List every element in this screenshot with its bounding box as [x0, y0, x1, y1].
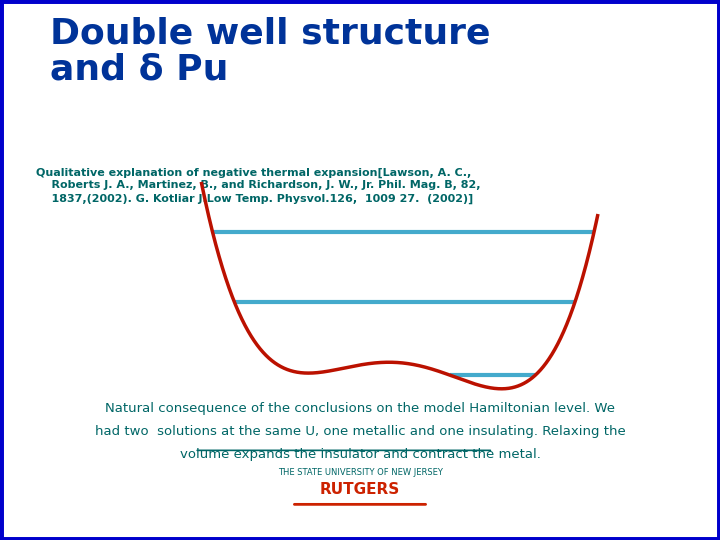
Text: Qualitative explanation of negative thermal expansion[Lawson, A. C.,
    Roberts: Qualitative explanation of negative ther… — [36, 167, 480, 204]
Text: Natural consequence of the conclusions on the model Hamiltonian level. We: Natural consequence of the conclusions o… — [105, 402, 615, 415]
Text: THE STATE UNIVERSITY OF NEW JERSEY: THE STATE UNIVERSITY OF NEW JERSEY — [278, 468, 442, 477]
Text: Double well structure
and δ Pu: Double well structure and δ Pu — [50, 16, 491, 87]
Text: had two  solutions at the same U, one metallic and one insulating. Relaxing the: had two solutions at the same U, one met… — [94, 425, 626, 438]
Text: volume expands the insulator and contract the metal.: volume expands the insulator and contrac… — [179, 448, 541, 461]
Text: RUTGERS: RUTGERS — [320, 482, 400, 497]
